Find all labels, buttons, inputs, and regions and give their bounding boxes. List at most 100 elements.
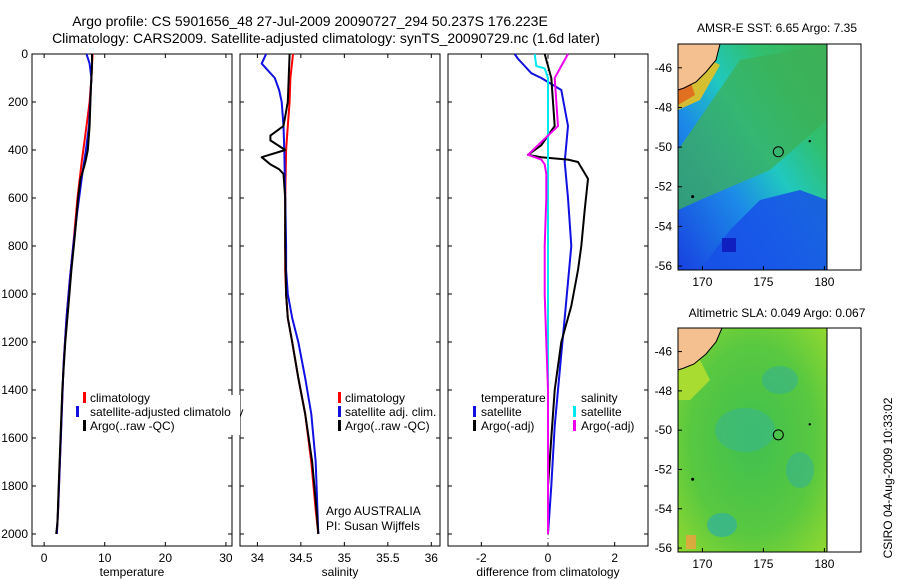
temperature-panel: 0 10 20 30 0 200 400 600 800 1000 1200 1400 1600 1800… (1, 47, 233, 579)
map-y-tick-label: -48 (655, 384, 673, 398)
x-tick-label: 34 (251, 551, 265, 565)
plot-frame (31, 53, 233, 547)
series-line-argo (55, 54, 93, 535)
legend-swatch-satellite (76, 406, 79, 417)
map-y-tick-label: -46 (655, 61, 673, 75)
y-tick-label: 800 (8, 239, 28, 253)
legend-label-climatology: climatology (90, 391, 150, 405)
legend-label-temp-satellite: satellite (481, 405, 522, 419)
series-line-argo (260, 53, 320, 535)
y-tick-label: 1600 (1, 431, 28, 445)
legend-swatch-sal-argo (573, 420, 576, 431)
sla-map-title: Altimetric SLA: 0.049 Argo: 0.067 (689, 306, 866, 320)
map-x-tick-label: 180 (814, 557, 834, 571)
map-x-tick-label: 170 (692, 275, 712, 289)
legend-label-satellite: satellite-adjusted climatology (90, 405, 243, 419)
series-line-salinity-argo (527, 53, 569, 534)
x-tick-label: 34.5 (289, 551, 313, 565)
legend-label-climatology: climatology (345, 391, 405, 405)
map-x-tick-label: 175 (753, 557, 773, 571)
legend-swatch-temp-argo (473, 420, 476, 431)
series-line-temperature-argo (527, 53, 589, 534)
map-y-tick-label: -54 (655, 502, 673, 516)
argo-position-marker (772, 146, 784, 158)
y-tick-label: 1200 (1, 335, 28, 349)
sla-high-cell (686, 535, 696, 549)
x-tick-label: 0 (545, 551, 552, 565)
sla-cool-patch (707, 513, 737, 537)
x-tick-label: -2 (476, 551, 487, 565)
y-tick-label: 400 (8, 143, 28, 157)
x-tick-label: 20 (159, 551, 173, 565)
sst-map-title: AMSR-E SST: 6.65 Argo: 7.35 (697, 21, 857, 35)
footer-timestamp: CSIRO 04-Aug-2009 10:33:02 (881, 397, 895, 558)
y-tick-label: 1800 (1, 479, 28, 493)
x-tick-label: 36 (425, 551, 439, 565)
footer-agency: Argo AUSTRALIA (326, 504, 421, 518)
legend-label-satellite: satellite adj. clim. (345, 405, 436, 419)
legend-swatch-argo (338, 420, 341, 431)
map-y-tick-label: -46 (655, 345, 673, 359)
legend-swatch-climatology (338, 392, 341, 403)
legend-swatch-satellite (338, 406, 341, 417)
salinity-legend: climatology satellite adj. clim. Argo(..… (326, 391, 436, 533)
y-tick-label: 600 (8, 191, 28, 205)
map-y-tick-label: -50 (655, 423, 673, 437)
header-subtitle: Climatology: CARS2009. Satellite-adjuste… (52, 30, 600, 46)
x-tick-label: 2 (611, 551, 618, 565)
y-tick-label: 200 (8, 95, 28, 109)
legend-label-argo: Argo(..raw -QC) (90, 419, 175, 433)
x-tick-label: 10 (98, 551, 112, 565)
map-y-tick-label: -52 (655, 462, 673, 476)
y-tick-label: 0 (21, 47, 28, 61)
x-tick-label: 35.5 (376, 551, 400, 565)
sst-warm-patch (678, 44, 827, 210)
map-frame (677, 327, 862, 553)
footer-pi: PI: Susan Wijffels (326, 519, 420, 533)
island-dot (808, 139, 811, 143)
map-y-tick-label: -56 (655, 259, 673, 273)
island-dot (691, 477, 695, 481)
sla-land (677, 327, 723, 371)
map-axes: 170 175 180 -46 -48 -50 -52 -54 -56 170 175 180 -46 -… (655, 43, 862, 571)
x-axis-label: temperature (100, 565, 165, 579)
x-tick-label: 30 (219, 551, 233, 565)
map-y-tick-label: -56 (655, 541, 673, 555)
plot-frame (239, 53, 441, 547)
map-frame (677, 43, 862, 271)
sla-high-patch (678, 360, 710, 400)
y-tick-label: 2000 (1, 527, 28, 541)
legend-label-sal-satellite: satellite (581, 405, 622, 419)
legend-label-argo: Argo(..raw -QC) (345, 419, 430, 433)
legend-swatch-temp-satellite (473, 406, 476, 417)
y-tick-label: 1000 (1, 287, 28, 301)
map-x-tick-label: 170 (692, 557, 712, 571)
map-y-tick-label: -54 (655, 219, 673, 233)
x-axis-label: difference from climatology (476, 565, 619, 579)
legend-label-sal-argo: Argo(-adj) (581, 419, 634, 433)
argo-position-marker (772, 429, 784, 441)
legend-swatch-climatology (83, 392, 86, 403)
map-y-tick-label: -52 (655, 180, 673, 194)
sst-cold-cell (722, 238, 736, 252)
x-tick-label: 0 (41, 551, 48, 565)
legend-heading-salinity: salinity (581, 391, 618, 405)
sla-cool-patch (762, 366, 798, 394)
series-line-temperature-satellite (513, 53, 573, 535)
sst-land (677, 43, 721, 91)
island-dot (691, 195, 695, 199)
legend-label-temp-argo: Argo(-adj) (481, 419, 534, 433)
x-tick-label: 35 (338, 551, 352, 565)
map-x-tick-label: 180 (814, 275, 834, 289)
header-title: Argo profile: CS 5901656_48 27-Jul-2009 … (72, 13, 548, 29)
sla-cool-patch (715, 408, 775, 452)
legend-swatch-sal-satellite (573, 406, 576, 417)
salinity-panel: 34 34.5 35 35.5 36 salinity (239, 53, 441, 579)
y-tick-label: 1400 (1, 383, 28, 397)
temperature-legend: climatology satellite-adjusted climatolo… (76, 391, 243, 433)
map-y-tick-label: -48 (655, 100, 673, 114)
sla-map: Altimetric SLA: 0.049 Argo: 0.067 (677, 306, 866, 553)
map-x-tick-label: 175 (753, 275, 773, 289)
